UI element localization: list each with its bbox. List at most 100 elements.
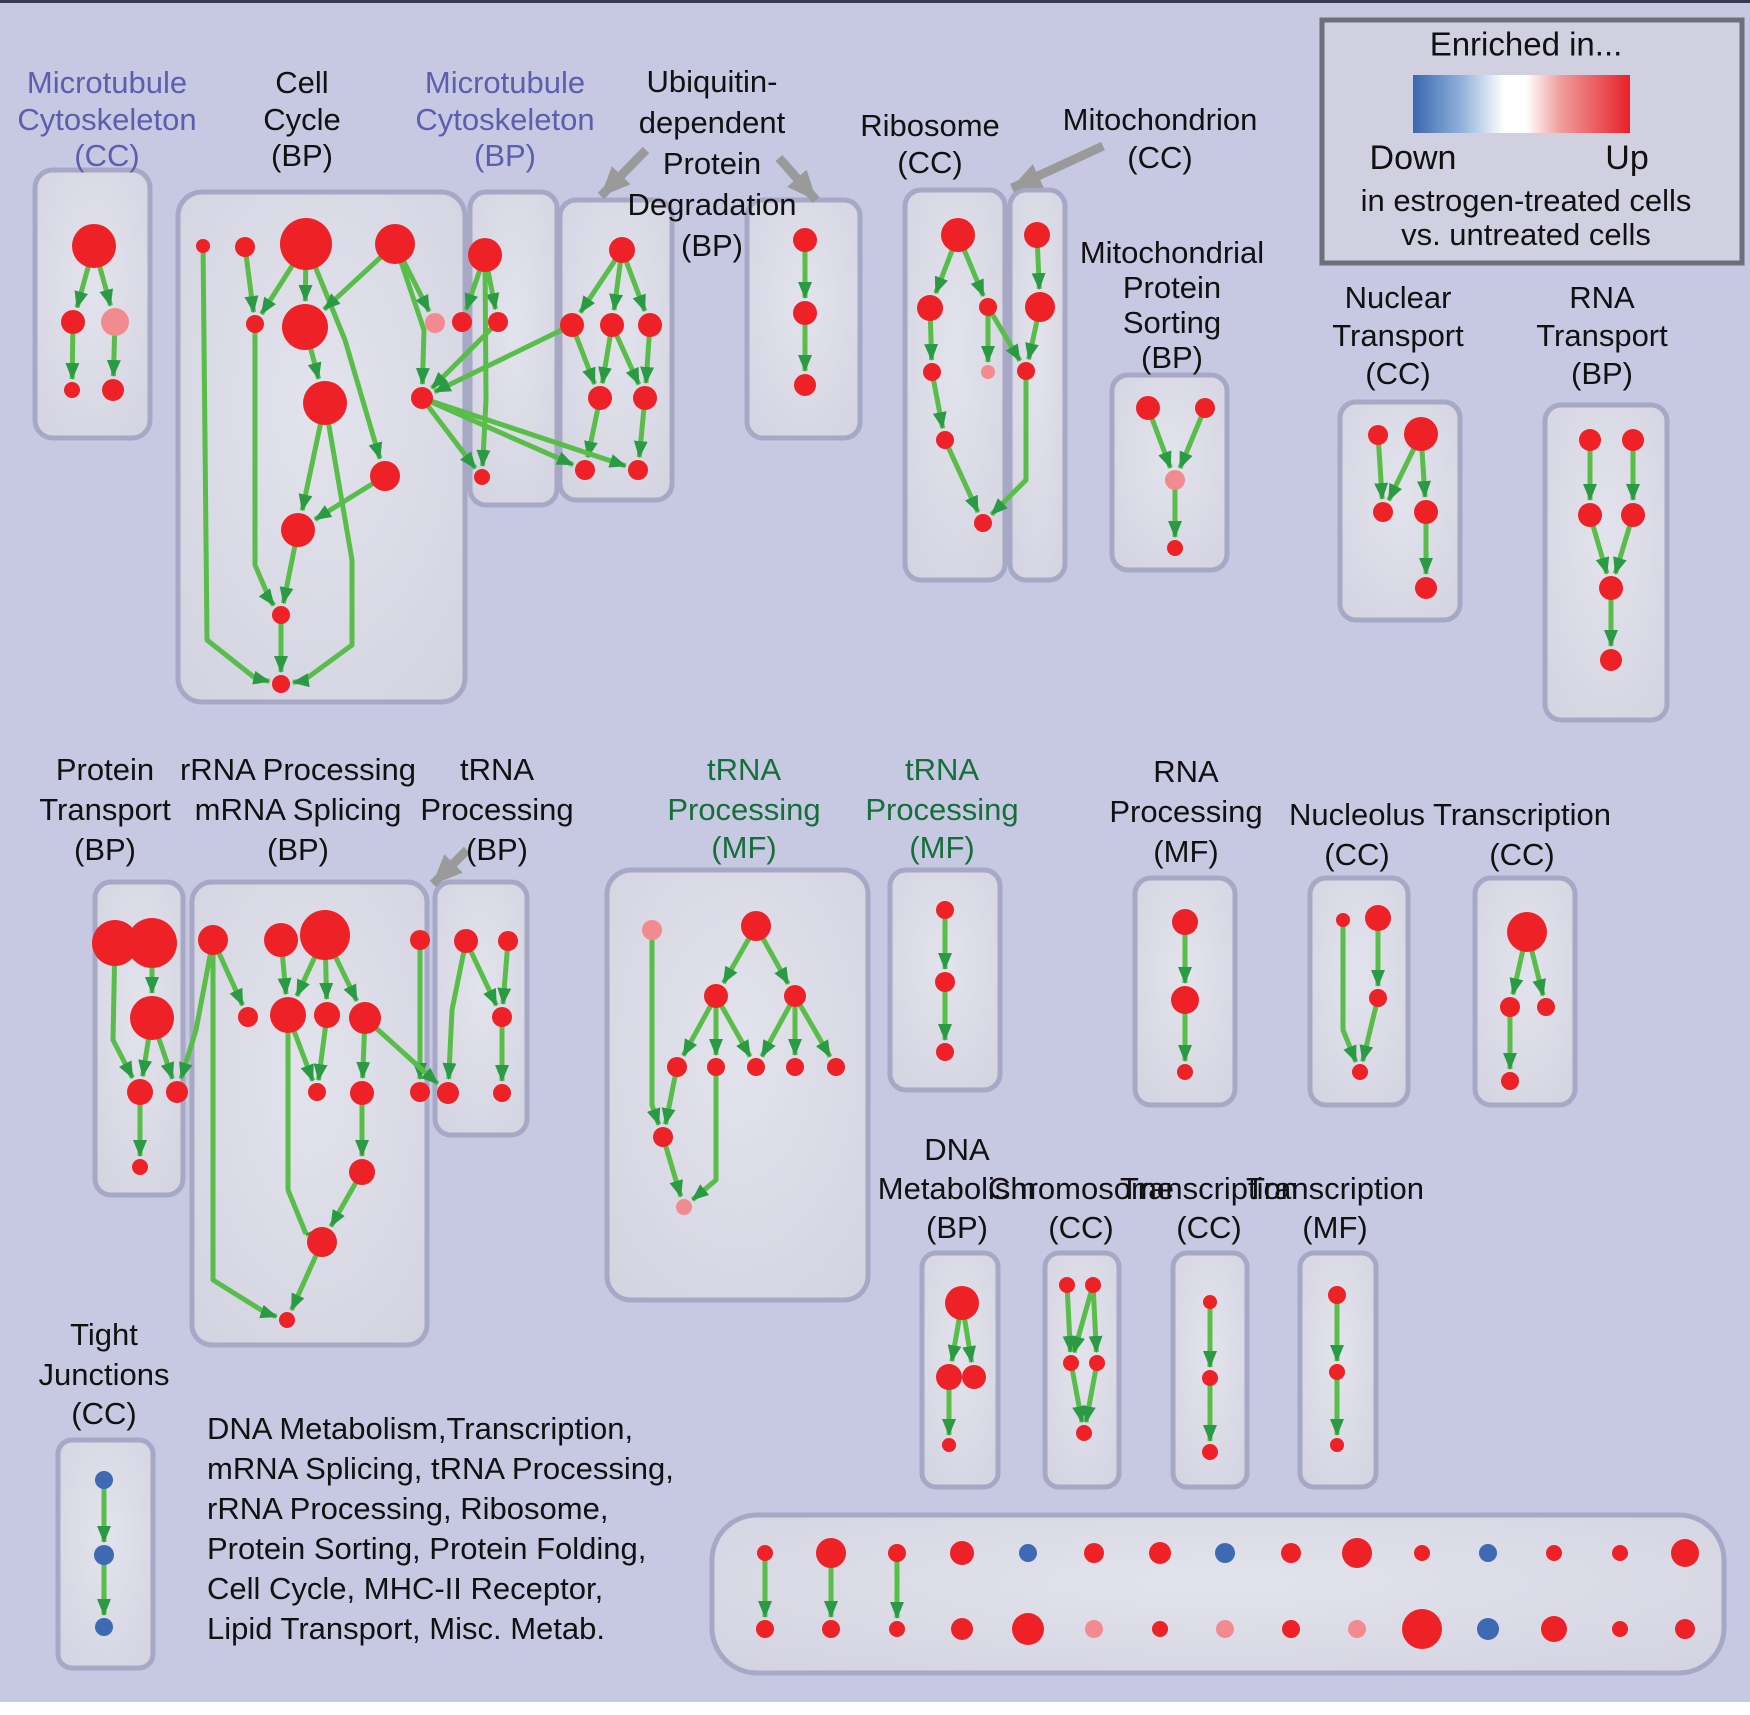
go-node-rnat-q3 xyxy=(1578,503,1602,527)
hierarchy-arrow xyxy=(1149,417,1173,469)
hierarchy-arrow xyxy=(1590,524,1610,575)
hierarchy-arrow xyxy=(97,265,113,307)
cluster-label-rnat-line2: (BP) xyxy=(1571,356,1633,391)
go-node-ub1-uLL xyxy=(588,386,612,410)
hierarchy-arrow xyxy=(430,399,575,467)
go-node-cc-c8 xyxy=(303,381,347,425)
go-node-ribo-r3 xyxy=(979,298,997,316)
hierarchy-arrow xyxy=(328,1181,359,1228)
go-node-ub2-v1 xyxy=(793,228,817,252)
go-node-nucl-k4 xyxy=(1352,1064,1368,1080)
go-node-mito-m2 xyxy=(1025,292,1055,322)
go-node-trmf-g1 xyxy=(1328,1286,1346,1304)
legend-gradient-bar xyxy=(1413,75,1630,133)
hierarchy-arrow xyxy=(584,408,601,459)
go-node-trcc2-y1 xyxy=(1203,1295,1217,1309)
go-node-strip-b4 xyxy=(951,1618,973,1640)
go-node-mtcc-E xyxy=(102,379,124,401)
label-pointer-arrow-0 xyxy=(597,146,650,200)
hierarchy-arrow xyxy=(313,1026,328,1082)
go-node-rnat-q2 xyxy=(1622,429,1644,451)
hierarchy-arrow xyxy=(962,1318,976,1364)
go-node-mito-m3 xyxy=(1017,362,1035,380)
go-node-cc-c7 xyxy=(411,387,433,409)
go-node-strip-t14 xyxy=(1612,1545,1628,1561)
hierarchy-arrow xyxy=(759,1003,793,1058)
hierarchy-arrow xyxy=(989,312,1023,362)
hierarchy-arrow xyxy=(433,327,564,395)
go-node-ub1-uMR xyxy=(638,313,662,337)
cluster-label-nucl-line1: (CC) xyxy=(1324,837,1389,872)
go-node-strip-b3 xyxy=(889,1621,905,1637)
hierarchy-arrow xyxy=(663,1144,684,1198)
go-node-chrom-h5 xyxy=(1076,1425,1092,1441)
go-node-rnapmf-x2 xyxy=(1171,986,1199,1014)
cluster-box-chrom xyxy=(1042,1250,1122,1490)
go-node-rrna-rl2b xyxy=(410,1082,430,1102)
cluster-label-trcc2-line0: Transcription xyxy=(1120,1171,1298,1206)
go-node-strip-b8 xyxy=(1216,1620,1234,1638)
hierarchy-arrow xyxy=(661,1075,678,1126)
go-node-strip-b9 xyxy=(1282,1620,1300,1638)
label-pointer-arrow-3 xyxy=(429,846,471,888)
hierarchy-arrow xyxy=(468,949,499,1007)
label-pointer-arrow-2 xyxy=(1010,141,1105,193)
go-node-prot-pt6 xyxy=(132,1159,148,1175)
go-node-tmf1-w7 xyxy=(747,1058,765,1076)
hierarchy-arrow xyxy=(291,423,355,688)
hierarchy-arrow xyxy=(1374,443,1389,500)
go-node-cc-c12 xyxy=(272,675,290,693)
hierarchy-arrow xyxy=(924,319,939,361)
hierarchy-arrow xyxy=(322,255,383,312)
go-node-strip-t1 xyxy=(757,1545,773,1561)
go-node-rrna-rl3 xyxy=(349,1159,375,1185)
cluster-label-tmf2-line1: Processing xyxy=(865,792,1018,827)
go-node-ub1-uBR xyxy=(628,460,648,480)
hierarchy-arrow xyxy=(289,1253,319,1312)
hierarchy-arrow xyxy=(442,951,467,1080)
cluster-label-tmf1-line0: tRNA xyxy=(707,752,781,787)
label-layer: MicrotubuleCytoskeleton(CC)CellCycle(BP)… xyxy=(17,64,1668,1646)
go-node-mtbp-t xyxy=(468,238,502,272)
go-node-strip-t9 xyxy=(1281,1543,1301,1563)
hierarchy-arrow xyxy=(313,266,383,460)
go-node-cc-c5 xyxy=(246,315,264,333)
go-node-tbp-tb2 xyxy=(498,931,518,951)
hierarchy-arrow xyxy=(463,269,483,311)
go-node-tmf1-w1 xyxy=(642,920,662,940)
edge-layer xyxy=(65,141,1640,1619)
go-node-chrom-h2 xyxy=(1085,1277,1101,1293)
go-node-ub1-uMC xyxy=(600,313,624,337)
hierarchy-arrow xyxy=(1340,926,1359,1063)
go-node-rrna-rt1 xyxy=(198,925,228,955)
go-node-strip-b2 xyxy=(822,1620,840,1638)
hierarchy-arrow xyxy=(1359,1005,1379,1063)
go-node-prot-pt5 xyxy=(166,1081,188,1103)
go-node-tbp-tm xyxy=(492,1007,512,1027)
go-node-cc-c2 xyxy=(235,237,255,257)
go-node-trmf-g3 xyxy=(1330,1438,1344,1452)
go-node-strip-t3 xyxy=(888,1544,906,1562)
go-node-rrna-rm3 xyxy=(314,1002,340,1028)
go-node-mtbp-b xyxy=(474,469,490,485)
go-node-strip-t13 xyxy=(1546,1545,1562,1561)
hierarchy-arrow xyxy=(989,379,1029,517)
go-node-rrna-rt2 xyxy=(264,923,298,957)
cluster-label-tight-line0: Tight xyxy=(70,1317,138,1352)
go-node-cc-c4 xyxy=(375,224,415,264)
go-node-prot-pt1 xyxy=(92,920,138,966)
go-node-cc-c11 xyxy=(272,606,290,624)
hierarchy-arrow xyxy=(1509,949,1526,996)
cluster-label-rnapmf-line1: Processing xyxy=(1109,794,1262,829)
go-node-cc-c1 xyxy=(196,239,210,253)
hierarchy-arrow xyxy=(65,332,80,380)
hierarchy-arrow xyxy=(277,955,292,996)
hierarchy-arrow xyxy=(497,949,512,1005)
go-node-strip-t10 xyxy=(1342,1538,1372,1568)
cluster-label-tbp-line2: (BP) xyxy=(466,832,528,867)
hierarchy-arrow xyxy=(573,334,597,385)
hierarchy-arrow xyxy=(156,1037,175,1080)
cluster-label-ub1-line4: (BP) xyxy=(681,228,743,263)
go-node-strip-b12 xyxy=(1477,1618,1499,1640)
